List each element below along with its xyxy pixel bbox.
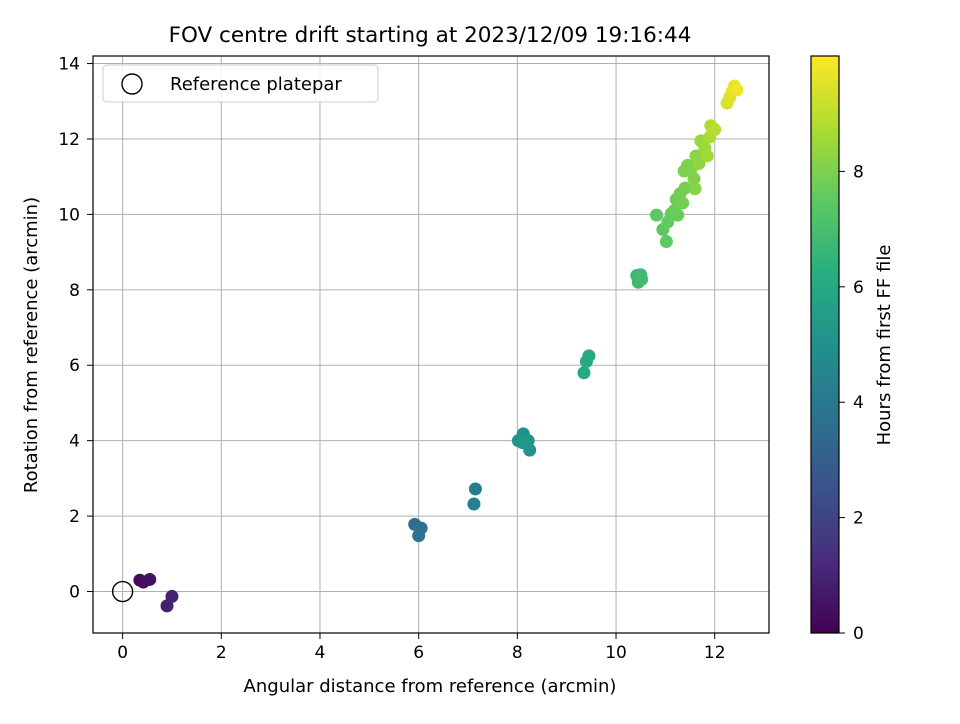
y-tick-label: 2 xyxy=(69,507,80,527)
y-tick-label: 10 xyxy=(58,205,80,225)
data-point xyxy=(687,172,701,186)
x-axis-label: Angular distance from reference (arcmin) xyxy=(244,676,617,697)
y-axis-label: Rotation from reference (arcmin) xyxy=(21,197,42,493)
data-point xyxy=(515,436,529,450)
colorbar xyxy=(810,55,840,634)
colorbar-tick-label: 8 xyxy=(853,162,864,182)
data-point xyxy=(708,123,722,137)
y-tick-label: 12 xyxy=(58,130,80,150)
points-layer xyxy=(111,79,744,613)
data-point xyxy=(635,272,649,286)
legend-reference-label: Reference platepar xyxy=(170,74,342,95)
data-point xyxy=(582,349,596,363)
ticks-layer: 0 2 4 6 8 10 12 0 2 4 6 8 10 12 14 xyxy=(58,55,725,663)
data-point xyxy=(659,235,673,249)
grid-layer xyxy=(93,56,769,633)
legend-box xyxy=(102,64,379,103)
data-point xyxy=(165,589,179,603)
colorbar-tick-label: 0 xyxy=(853,624,864,644)
colorbar-tick-label: 2 xyxy=(853,509,864,529)
data-point xyxy=(678,181,692,195)
data-point xyxy=(730,83,744,97)
data-point xyxy=(412,529,426,543)
x-tick-label: 4 xyxy=(315,643,326,663)
colorbar-ticks: 0 2 4 6 8 xyxy=(839,162,864,644)
y-tick-label: 6 xyxy=(69,356,80,376)
data-point xyxy=(649,208,663,222)
legend: Reference platepar xyxy=(102,64,379,103)
chart-title: FOV centre drift starting at 2023/12/09 … xyxy=(169,23,692,48)
x-tick-label: 2 xyxy=(216,643,227,663)
data-point xyxy=(143,572,157,586)
y-tick-label: 8 xyxy=(69,281,80,301)
colorbar-tick-label: 4 xyxy=(853,393,864,413)
y-tick-label: 4 xyxy=(69,432,80,452)
data-point xyxy=(467,497,481,511)
data-point xyxy=(577,366,591,380)
data-point xyxy=(676,196,690,210)
reference-marker xyxy=(111,580,134,603)
data-point xyxy=(692,156,706,170)
y-tick-label: 0 xyxy=(69,583,80,603)
legend-reference-marker xyxy=(121,73,143,95)
data-point xyxy=(667,204,681,218)
plot-frame xyxy=(92,55,770,634)
x-tick-label: 6 xyxy=(413,643,424,663)
data-point xyxy=(700,149,714,163)
x-tick-label: 0 xyxy=(117,643,128,663)
x-tick-label: 10 xyxy=(605,643,627,663)
x-tick-label: 8 xyxy=(512,643,523,663)
colorbar-label: Hours from first FF file xyxy=(874,245,895,446)
colorbar-tick-label: 6 xyxy=(853,278,864,298)
data-point xyxy=(468,482,482,496)
y-tick-label: 14 xyxy=(58,55,80,75)
data-point xyxy=(688,182,702,196)
x-tick-label: 12 xyxy=(704,643,726,663)
